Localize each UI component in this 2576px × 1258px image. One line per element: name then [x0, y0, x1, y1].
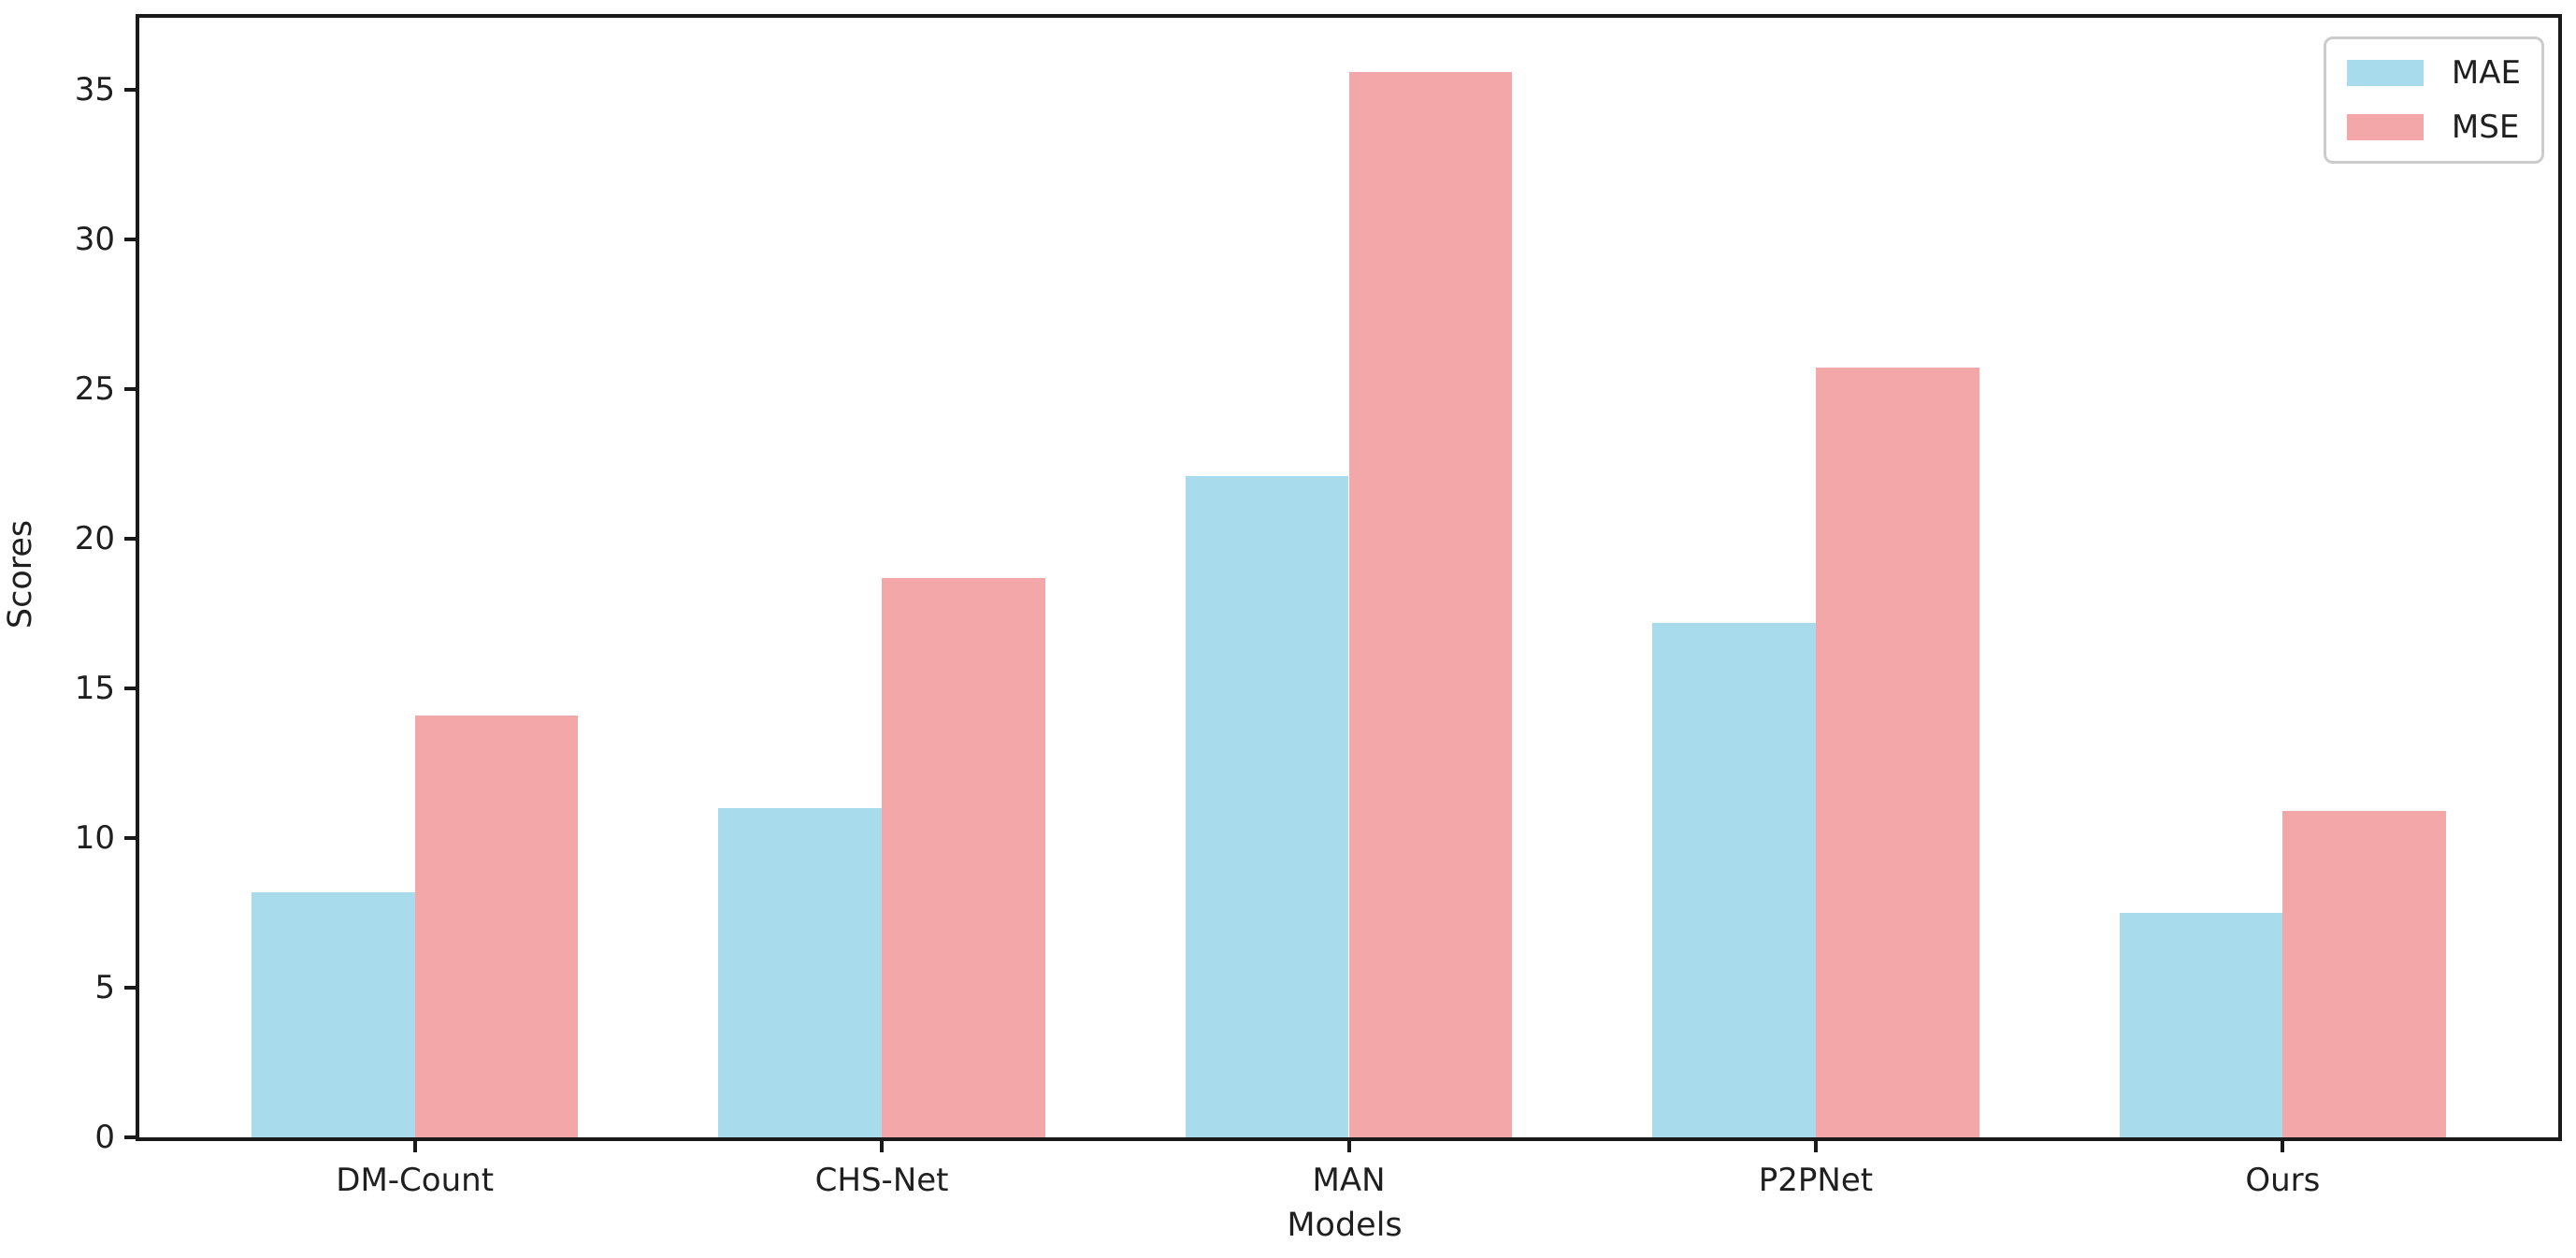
y-tick-label: 20	[74, 519, 115, 557]
y-tick-mark	[124, 87, 139, 92]
legend-item-mae: MAE	[2346, 54, 2521, 92]
bar-mae-dm-count	[251, 891, 415, 1137]
x-tick-label-p2pnet: P2PNet	[1758, 1162, 1874, 1199]
y-tick-label: 35	[74, 70, 115, 108]
x-tick-mark	[880, 1137, 885, 1152]
y-tick-mark	[124, 985, 139, 990]
bar-mae-man	[1185, 475, 1349, 1137]
legend: MAE MSE	[2323, 36, 2544, 164]
bar-mse-p2pnet	[1815, 368, 1979, 1137]
x-tick-label-ours: Ours	[2245, 1162, 2321, 1199]
x-tick-label-man: MAN	[1312, 1162, 1386, 1199]
bar-mse-ours	[2282, 811, 2447, 1137]
bar-mse-dm-count	[414, 715, 579, 1137]
y-tick-label: 0	[94, 1119, 115, 1156]
legend-label-mse: MSE	[2451, 108, 2520, 146]
y-tick-label: 25	[74, 369, 115, 408]
plot-area: MAE MSE 0 5 10 15 20 25 30 35 DM-Count CHS-Net MAN…	[75, 14, 2562, 1199]
x-tick-mark	[1346, 1137, 1351, 1152]
y-tick-mark	[124, 686, 139, 690]
x-axis-title: Models	[1287, 1207, 1403, 1244]
y-tick-mark	[124, 237, 139, 241]
legend-label-mae: MAE	[2451, 54, 2521, 92]
y-tick-mark	[124, 835, 139, 840]
legend-swatch-mae	[2346, 60, 2424, 86]
x-tick-mark	[2281, 1137, 2285, 1152]
y-tick-mark	[124, 1135, 139, 1139]
x-tick-mark	[412, 1137, 417, 1152]
y-tick-label: 10	[74, 818, 115, 857]
y-tick-label: 5	[94, 968, 115, 1006]
y-tick-label: 15	[74, 669, 115, 707]
y-tick-mark	[124, 386, 139, 391]
legend-swatch-mse	[2346, 114, 2424, 140]
y-tick-mark	[124, 536, 139, 541]
bar-mse-chs-net	[882, 577, 1045, 1137]
y-axis-title: Scores	[2, 519, 39, 629]
x-tick-label-chs-net: CHS-Net	[814, 1162, 949, 1199]
x-tick-mark	[1813, 1137, 1818, 1152]
bar-mae-ours	[2119, 912, 2283, 1137]
bar-mae-p2pnet	[1652, 622, 1816, 1137]
bar-mae-chs-net	[718, 807, 883, 1137]
legend-item-mse: MSE	[2346, 108, 2521, 146]
y-tick-label: 30	[74, 220, 115, 258]
x-tick-label-dm-count: DM-Count	[336, 1162, 495, 1199]
bar-mse-man	[1348, 71, 1513, 1137]
